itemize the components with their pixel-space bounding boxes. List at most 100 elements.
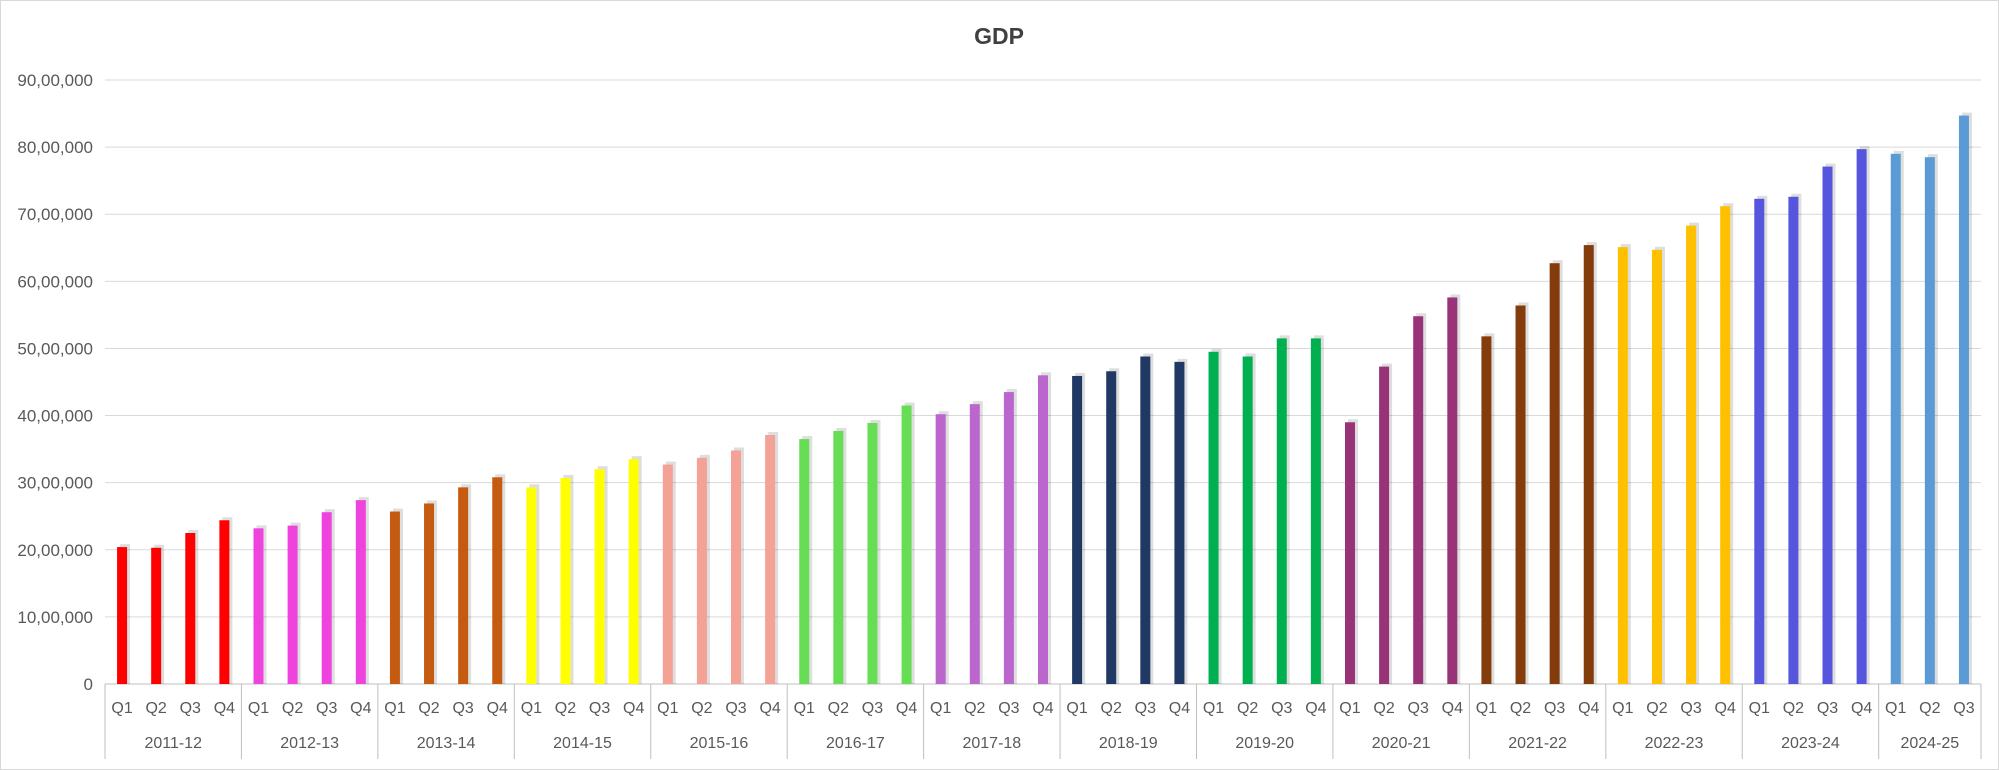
y-tick-label: 70,00,000 bbox=[17, 205, 93, 224]
x-tick-label: Q4 bbox=[350, 700, 371, 717]
x-tick-label: Q3 bbox=[1135, 700, 1156, 717]
x-tick-label: Q4 bbox=[1305, 700, 1326, 717]
y-tick-label: 90,00,000 bbox=[17, 71, 93, 90]
x-group-label: 2019-20 bbox=[1235, 735, 1294, 752]
bar-2018-19-Q3 bbox=[1140, 356, 1151, 684]
bar-2011-12-Q1 bbox=[117, 547, 128, 684]
y-tick-label: 60,00,000 bbox=[17, 272, 93, 291]
bar-2017-18-Q1 bbox=[935, 414, 946, 684]
x-group-label: 2017-18 bbox=[962, 735, 1021, 752]
bar-2023-24-Q4 bbox=[1856, 149, 1867, 684]
x-tick-label: Q4 bbox=[1169, 700, 1190, 717]
x-tick-label: Q3 bbox=[1817, 700, 1838, 717]
x-tick-label: Q1 bbox=[521, 700, 542, 717]
y-tick-label: 30,00,000 bbox=[17, 474, 93, 493]
x-tick-label: Q2 bbox=[964, 700, 985, 717]
x-tick-label: Q3 bbox=[180, 700, 201, 717]
x-tick-label: Q1 bbox=[111, 700, 132, 717]
bar-2013-14-Q4 bbox=[492, 477, 503, 684]
x-tick-label: Q1 bbox=[794, 700, 815, 717]
chart-title: GDP bbox=[974, 23, 1024, 49]
x-tick-label: Q3 bbox=[725, 700, 746, 717]
y-tick-label: 40,00,000 bbox=[17, 407, 93, 426]
bar-2024-25-Q2 bbox=[1924, 157, 1935, 684]
bar-2022-23-Q2 bbox=[1651, 249, 1662, 684]
x-group-label: 2022-23 bbox=[1645, 735, 1704, 752]
x-tick-label: Q2 bbox=[1646, 700, 1667, 717]
bar-2014-15-Q4 bbox=[628, 459, 639, 684]
x-tick-label: Q3 bbox=[316, 700, 337, 717]
x-tick-label: Q3 bbox=[1953, 700, 1974, 717]
x-group-label: 2016-17 bbox=[826, 735, 885, 752]
bar-2019-20-Q4 bbox=[1310, 338, 1321, 684]
bar-2021-22-Q1 bbox=[1481, 336, 1492, 684]
bar-2011-12-Q4 bbox=[219, 520, 230, 684]
bar-2022-23-Q3 bbox=[1686, 225, 1697, 684]
x-tick-label: Q1 bbox=[1612, 700, 1633, 717]
bar-2016-17-Q1 bbox=[799, 439, 810, 684]
bar-2013-14-Q1 bbox=[389, 511, 400, 684]
bar-2022-23-Q4 bbox=[1720, 206, 1731, 684]
bar-2011-12-Q2 bbox=[151, 547, 162, 684]
bar-2014-15-Q3 bbox=[594, 469, 605, 684]
x-tick-label: Q2 bbox=[828, 700, 849, 717]
bar-2022-23-Q1 bbox=[1617, 247, 1628, 684]
x-tick-label: Q2 bbox=[1373, 700, 1394, 717]
y-tick-label: 80,00,000 bbox=[17, 138, 93, 157]
bar-2017-18-Q4 bbox=[1038, 375, 1048, 684]
bar-2018-19-Q2 bbox=[1106, 371, 1117, 684]
bar-2012-13-Q2 bbox=[287, 525, 298, 684]
x-group-label: 2011-12 bbox=[144, 735, 202, 752]
x-tick-label: Q1 bbox=[930, 700, 951, 717]
bar-2016-17-Q2 bbox=[833, 430, 844, 684]
bar-2014-15-Q2 bbox=[560, 477, 571, 684]
x-tick-label: Q1 bbox=[657, 700, 678, 717]
x-tick-label: Q3 bbox=[1544, 700, 1565, 717]
x-tick-label: Q1 bbox=[248, 700, 269, 717]
x-tick-label: Q4 bbox=[759, 700, 780, 717]
x-tick-label: Q4 bbox=[896, 700, 917, 717]
bar-2017-18-Q2 bbox=[969, 404, 980, 684]
bar-2015-16-Q4 bbox=[765, 435, 776, 684]
x-tick-label: Q4 bbox=[1715, 700, 1736, 717]
x-tick-label: Q4 bbox=[1578, 700, 1599, 717]
x-group-label: 2024-25 bbox=[1900, 735, 1959, 752]
bar-2017-18-Q3 bbox=[1003, 392, 1014, 684]
bar-2020-21-Q2 bbox=[1379, 366, 1390, 684]
x-tick-label: Q1 bbox=[1066, 700, 1087, 717]
x-tick-label: Q4 bbox=[1851, 700, 1872, 717]
bar-2015-16-Q3 bbox=[731, 450, 742, 684]
x-group-label: 2013-14 bbox=[417, 735, 476, 752]
x-tick-label: Q1 bbox=[1203, 700, 1224, 717]
bar-2023-24-Q3 bbox=[1822, 166, 1833, 684]
x-tick-label: Q2 bbox=[1919, 700, 1940, 717]
bar-2018-19-Q4 bbox=[1174, 361, 1185, 684]
bar-2018-19-Q1 bbox=[1072, 375, 1083, 684]
bar-2024-25-Q1 bbox=[1890, 153, 1901, 685]
bar-2020-21-Q4 bbox=[1447, 297, 1458, 684]
x-group-label: 2014-15 bbox=[553, 735, 612, 752]
x-tick-label: Q3 bbox=[998, 700, 1019, 717]
x-tick-label: Q4 bbox=[1442, 700, 1463, 717]
y-tick-label: 0 bbox=[84, 675, 93, 694]
x-group-label: 2020-21 bbox=[1372, 735, 1431, 752]
bars bbox=[117, 112, 1972, 685]
x-tick-label: Q2 bbox=[1510, 700, 1531, 717]
x-tick-label: Q1 bbox=[1885, 700, 1906, 717]
bar-2024-25-Q3 bbox=[1958, 115, 1969, 684]
bar-2020-21-Q3 bbox=[1413, 316, 1424, 684]
x-tick-label: Q4 bbox=[214, 700, 235, 717]
bar-2012-13-Q1 bbox=[253, 528, 264, 684]
bar-2020-21-Q1 bbox=[1344, 422, 1355, 684]
bar-2016-17-Q4 bbox=[901, 405, 912, 684]
bar-2021-22-Q3 bbox=[1549, 263, 1560, 684]
x-tick-label: Q2 bbox=[555, 700, 576, 717]
x-tick-label: Q2 bbox=[282, 700, 303, 717]
x-tick-label: Q3 bbox=[1680, 700, 1701, 717]
x-tick-label: Q4 bbox=[623, 700, 644, 717]
x-group-label: 2023-24 bbox=[1781, 735, 1840, 752]
x-tick-label: Q3 bbox=[589, 700, 610, 717]
bar-2015-16-Q2 bbox=[696, 457, 707, 684]
bar-2019-20-Q3 bbox=[1276, 338, 1287, 684]
